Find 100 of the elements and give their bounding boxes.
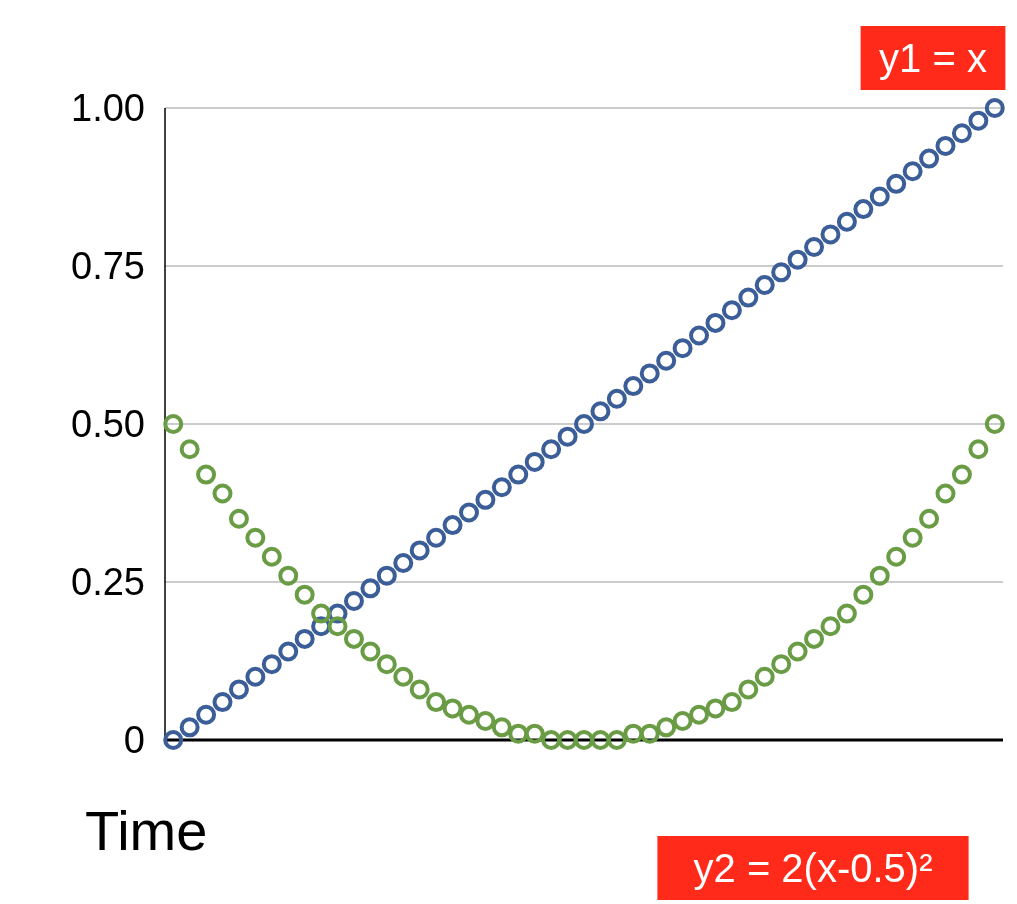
point xyxy=(294,628,315,649)
point xyxy=(705,312,726,333)
point xyxy=(951,123,972,144)
point xyxy=(804,237,825,258)
point xyxy=(508,464,529,485)
point xyxy=(261,654,282,675)
point xyxy=(163,414,184,434)
point xyxy=(360,578,381,599)
point xyxy=(853,584,874,605)
point xyxy=(656,350,677,371)
point xyxy=(754,274,775,295)
point xyxy=(179,439,200,460)
point xyxy=(458,704,479,725)
point xyxy=(343,590,364,611)
point xyxy=(442,698,463,719)
point xyxy=(360,641,381,662)
point xyxy=(754,666,775,687)
point xyxy=(541,439,562,460)
point xyxy=(820,616,841,637)
y-tick-label: 1.00 xyxy=(71,87,145,129)
text: y2 = 2(x-0.5)² xyxy=(693,846,933,890)
point xyxy=(491,717,512,738)
point xyxy=(672,711,693,732)
y-tick-label: 0 xyxy=(123,719,145,761)
point xyxy=(196,464,217,485)
point xyxy=(919,148,940,169)
point xyxy=(426,527,447,548)
point xyxy=(869,186,890,207)
point xyxy=(376,654,397,675)
series-label: y1 = x xyxy=(879,36,987,80)
point xyxy=(984,98,1005,118)
point xyxy=(442,515,463,536)
point xyxy=(721,692,742,713)
point xyxy=(212,483,233,504)
point xyxy=(787,249,808,270)
point xyxy=(902,161,923,182)
point xyxy=(557,426,578,447)
point xyxy=(343,628,364,649)
point xyxy=(590,730,611,750)
point xyxy=(557,730,578,750)
x-axis-title: Time xyxy=(85,799,208,862)
point xyxy=(836,211,857,232)
point xyxy=(886,173,907,194)
point xyxy=(196,704,217,725)
point xyxy=(771,654,792,675)
point xyxy=(951,464,972,485)
point xyxy=(278,565,299,586)
point xyxy=(294,584,315,605)
y-tick-label: 0.50 xyxy=(71,403,145,445)
point xyxy=(491,477,512,498)
point xyxy=(689,704,710,725)
point xyxy=(228,679,249,700)
point xyxy=(590,401,611,422)
point xyxy=(919,508,940,529)
point xyxy=(327,616,348,637)
point xyxy=(163,730,184,750)
point xyxy=(245,666,266,687)
point xyxy=(261,546,282,567)
point xyxy=(853,199,874,220)
point xyxy=(968,439,989,460)
point xyxy=(869,565,890,586)
point xyxy=(393,666,414,687)
point xyxy=(606,388,627,409)
point xyxy=(886,546,907,567)
point xyxy=(524,723,545,744)
point xyxy=(771,262,792,283)
point xyxy=(245,527,266,548)
point xyxy=(656,717,677,738)
point xyxy=(935,483,956,504)
point xyxy=(278,641,299,662)
y-tick-label: 0.25 xyxy=(71,561,145,603)
point xyxy=(574,730,594,750)
point xyxy=(705,698,726,719)
point xyxy=(458,502,479,523)
point xyxy=(820,224,841,245)
point xyxy=(541,730,562,750)
point xyxy=(179,717,200,738)
point xyxy=(623,723,644,744)
point xyxy=(902,527,923,548)
point xyxy=(524,451,545,472)
point xyxy=(804,628,825,649)
point xyxy=(968,110,989,131)
point xyxy=(376,565,397,586)
point xyxy=(508,723,529,744)
point xyxy=(426,692,447,713)
point xyxy=(475,489,496,510)
point xyxy=(787,641,808,662)
point xyxy=(721,300,742,321)
point xyxy=(836,603,857,624)
point xyxy=(409,540,430,561)
point xyxy=(311,603,332,624)
point xyxy=(672,338,693,359)
point xyxy=(639,363,660,384)
point xyxy=(212,692,233,713)
point xyxy=(228,508,249,529)
point xyxy=(984,414,1005,434)
point xyxy=(935,135,956,156)
point xyxy=(623,376,644,397)
point xyxy=(409,679,430,700)
point xyxy=(475,711,496,732)
